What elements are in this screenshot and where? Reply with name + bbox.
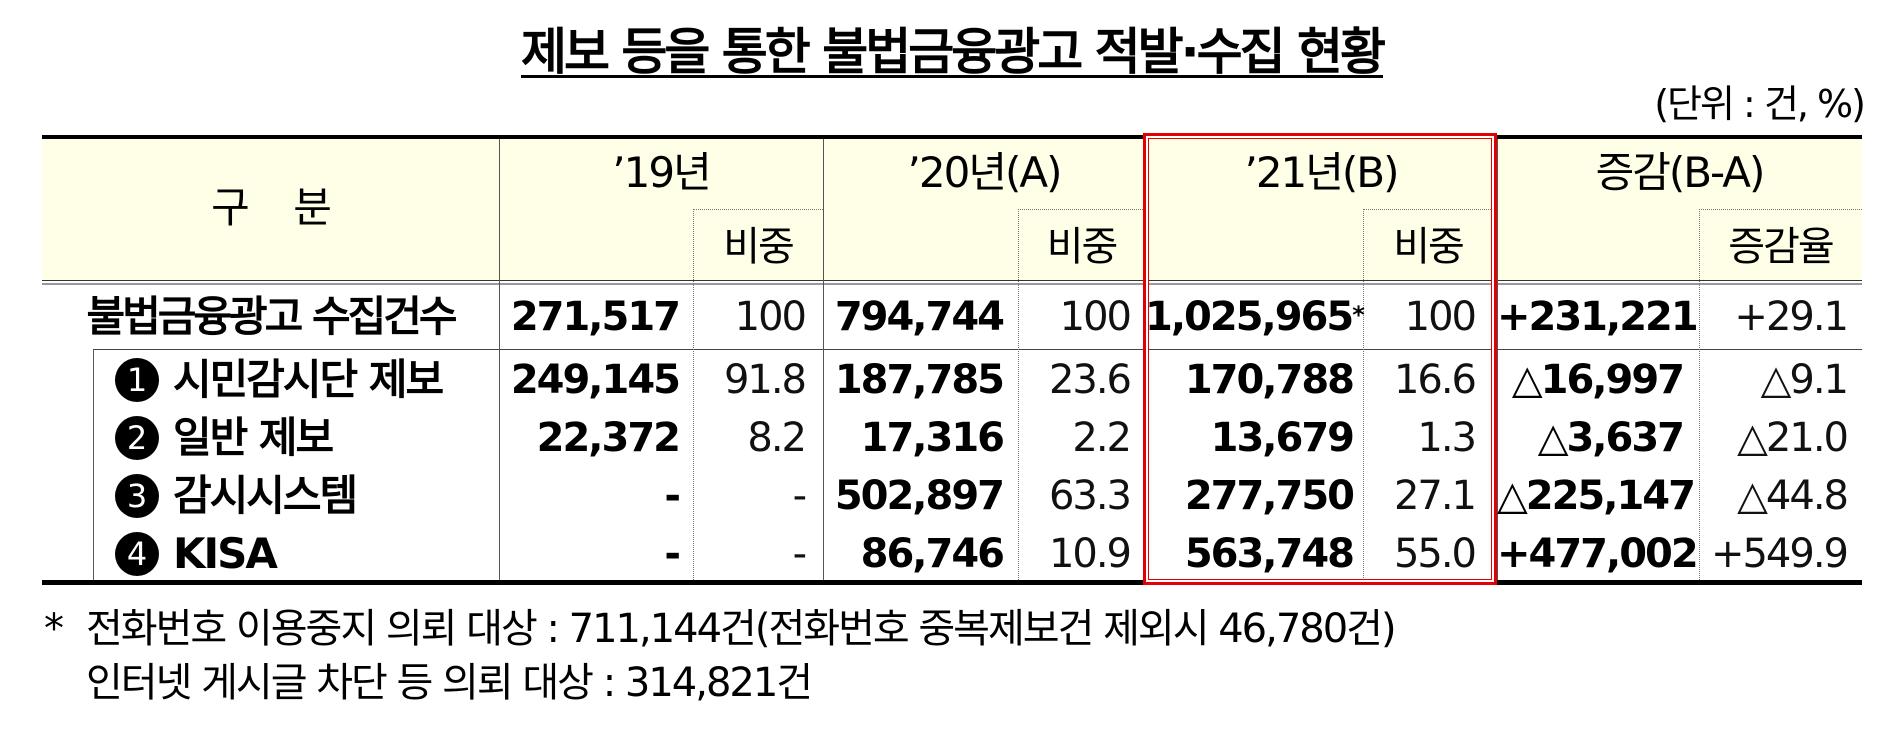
cell-2020: 86,746: [860, 531, 1005, 577]
row-label-text: KISA: [173, 529, 278, 578]
total-row-bottom-rule: [93, 349, 1862, 350]
cell-2020: 502,897: [834, 473, 1005, 519]
cell-2019: 271,517: [510, 294, 681, 340]
header-year-2020: ’20년(A): [907, 148, 1063, 197]
column-divider: [499, 139, 500, 580]
cell-2021-ratio: 100: [1404, 294, 1477, 340]
footnote-marker: *: [44, 606, 64, 652]
cell-change: +477,002: [1497, 531, 1699, 577]
cell-2020-ratio: 2.2: [1072, 415, 1132, 461]
footnote-text: 인터넷 게시글 차단 등 의뢰 대상 : 314,821건: [86, 660, 813, 706]
row-label: 4 KISA: [115, 529, 278, 579]
cell-2021: 277,750: [1184, 473, 1355, 519]
ratio-header-divider: [1363, 209, 1493, 210]
cell-change-rate: △44.8: [1737, 473, 1849, 519]
table-top-rule: [42, 135, 1862, 139]
header-change-rate: 증감율: [1728, 224, 1834, 270]
ratio-header-divider: [1699, 209, 1862, 210]
cell-2020: 794,744: [834, 294, 1005, 340]
cell-2021-value: 1,025,965: [1145, 294, 1354, 340]
cell-2020: 187,785: [834, 357, 1005, 403]
cell-2019-ratio: -: [792, 531, 807, 577]
cell-2019: -: [664, 473, 681, 519]
ratio-header-divider: [693, 209, 823, 210]
ratio-divider: [1018, 209, 1019, 580]
cell-2021: 563,748: [1184, 531, 1355, 577]
row-label-text: 시민감시단 제보: [173, 355, 444, 404]
cell-2021-ratio: 1.3: [1417, 415, 1477, 461]
row-label-text: 일반 제보: [173, 413, 334, 462]
footnote-2: 인터넷 게시글 차단 등 의뢰 대상 : 314,821건: [44, 658, 813, 708]
cell-change: △3,637: [1537, 415, 1685, 461]
cell-2019-ratio: 8.2: [747, 415, 807, 461]
row-label-text: 감시시스템: [173, 471, 358, 520]
cell-2019: 249,145: [510, 357, 681, 403]
cell-2020-ratio: 23.6: [1048, 357, 1132, 403]
cell-2021: 1,025,965*: [1145, 292, 1365, 342]
table-header-background: [42, 139, 1862, 280]
circled-number-3-icon: 3: [115, 473, 159, 518]
header-bottom-rule: [42, 280, 1862, 281]
row-label: 1 시민감시단 제보: [115, 355, 444, 405]
header-year-2021: ’21년(B): [1244, 148, 1399, 197]
header-ratio-2021: 비중: [1393, 224, 1465, 270]
column-divider: [1497, 139, 1498, 580]
cell-change: △225,147: [1497, 473, 1696, 519]
cell-2020-ratio: 63.3: [1048, 473, 1132, 519]
circled-number-4-icon: 4: [115, 531, 159, 576]
cell-2021-ratio: 27.1: [1393, 473, 1477, 519]
cell-2020: 17,316: [860, 415, 1005, 461]
header-ratio-2019: 비중: [723, 224, 795, 270]
header-bottom-rule-secondary: [42, 283, 1862, 285]
cell-2021: 170,788: [1184, 357, 1355, 403]
footnote-1: * 전화번호 이용중지 의뢰 대상 : 711,144건(전화번호 중복제보건 제…: [44, 604, 1397, 654]
cell-change: △16,997: [1511, 357, 1685, 403]
ratio-divider: [1363, 209, 1364, 580]
column-divider: [823, 139, 824, 580]
unit-label: (단위 : 건, %): [1654, 82, 1866, 126]
cell-2019: 22,372: [536, 415, 681, 461]
cell-2019-ratio: -: [792, 473, 807, 519]
cell-2020-ratio: 10.9: [1048, 531, 1132, 577]
header-category: 구 분: [211, 183, 332, 232]
cell-2021-ratio: 55.0: [1393, 531, 1477, 577]
header-change: 증감(B-A): [1595, 148, 1766, 197]
row-label: 3 감시시스템: [115, 471, 358, 521]
header-year-2019: ’19년: [612, 148, 711, 197]
circled-number-1-icon: 1: [115, 357, 159, 402]
ratio-header-divider: [1018, 209, 1145, 210]
cell-change-rate: △9.1: [1760, 357, 1849, 403]
header-ratio-2020: 비중: [1046, 224, 1119, 270]
sub-rows-left-border: [93, 349, 94, 580]
cell-2019: -: [664, 531, 681, 577]
ratio-divider: [693, 209, 694, 580]
cell-change: +231,221: [1497, 294, 1699, 340]
page-title: 제보 등을 통한 불법금융광고 적발·수집 현황: [0, 22, 1900, 82]
footnote-marker: *: [1352, 301, 1365, 329]
cell-change-rate: +549.9: [1710, 531, 1849, 577]
footnote-text: 전화번호 이용중지 의뢰 대상 : 711,144건(전화번호 중복제보건 제외…: [86, 606, 1397, 652]
cell-change-rate: △21.0: [1737, 415, 1849, 461]
cell-2021-ratio: 16.6: [1393, 357, 1477, 403]
cell-change-rate: +29.1: [1734, 294, 1849, 340]
circled-number-2-icon: 2: [115, 415, 159, 460]
row-label: 2 일반 제보: [115, 413, 334, 463]
cell-2019-ratio: 91.8: [723, 357, 807, 403]
cell-2019-ratio: 100: [734, 294, 807, 340]
page-title-text: 제보 등을 통한 불법금융광고 적발·수집 현황: [520, 23, 1386, 81]
cell-2020-ratio: 100: [1059, 294, 1132, 340]
ratio-divider: [1699, 209, 1700, 580]
table-bottom-rule: [42, 580, 1862, 585]
cell-2021: 13,679: [1210, 415, 1355, 461]
row-label: 불법금융광고 수집건수: [86, 292, 457, 341]
highlight-box-2021: [1143, 133, 1497, 585]
